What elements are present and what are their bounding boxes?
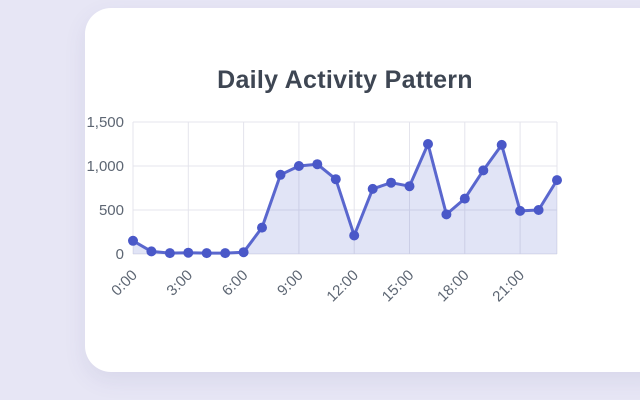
data-point[interactable]	[386, 177, 397, 188]
data-point[interactable]	[367, 183, 378, 194]
x-axis-tick-label: 15:00	[379, 267, 418, 306]
y-axis-tick-label: 1,500	[86, 114, 124, 131]
data-point[interactable]	[423, 139, 433, 149]
data-point[interactable]	[183, 247, 194, 258]
data-point[interactable]	[533, 205, 544, 215]
data-point[interactable]	[293, 161, 304, 171]
chart-title: Daily Activity Pattern	[217, 66, 473, 94]
data-point[interactable]	[312, 159, 323, 170]
data-point[interactable]	[459, 193, 470, 204]
data-point[interactable]	[552, 175, 562, 186]
x-axis-tick-label: 3:00	[163, 267, 196, 300]
x-axis-tick-label: 6:00	[219, 267, 252, 300]
x-axis-tick-label: 18:00	[434, 267, 473, 306]
data-point[interactable]	[478, 165, 489, 176]
data-point[interactable]	[128, 235, 138, 246]
y-axis-tick-label: 1,000	[86, 158, 124, 175]
activity-card: Daily Activity Pattern 0 500 1,000 1,500 0:0…	[85, 8, 640, 372]
data-point[interactable]	[330, 174, 341, 185]
data-point[interactable]	[349, 230, 360, 241]
x-axis-tick-label: 9:00	[274, 267, 307, 300]
data-point[interactable]	[441, 209, 452, 220]
x-axis-tick-label: 12:00	[323, 267, 362, 306]
data-point[interactable]	[146, 246, 157, 257]
data-point[interactable]	[515, 205, 526, 216]
y-axis-tick-label: 0	[116, 246, 124, 263]
data-point[interactable]	[404, 181, 415, 192]
data-point[interactable]	[238, 247, 249, 258]
x-axis-tick-label: 0:00	[108, 267, 141, 300]
data-point[interactable]	[275, 169, 286, 180]
y-axis-tick-label: 500	[99, 202, 124, 219]
x-axis-tick-label: 21:00	[489, 267, 528, 306]
data-point[interactable]	[201, 248, 212, 259]
activity-chart[interactable]: 0 500 1,000 1,500 0:00 3:00 6:00 9:00 12:00 15:00…	[85, 107, 605, 312]
data-point[interactable]	[220, 248, 231, 259]
data-point[interactable]	[496, 139, 507, 150]
data-point[interactable]	[164, 248, 175, 259]
area-fill	[133, 144, 557, 254]
data-point[interactable]	[257, 222, 267, 233]
